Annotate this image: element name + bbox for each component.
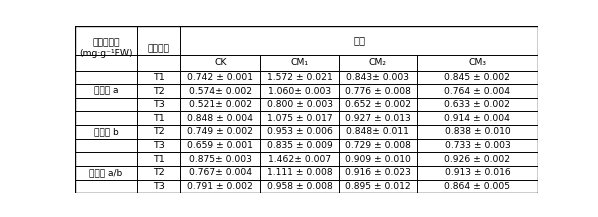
Text: 0.909 ± 0.010: 0.909 ± 0.010 [345,155,411,164]
Text: T2: T2 [153,168,164,177]
Text: 0.574± 0.002: 0.574± 0.002 [189,87,252,95]
Text: 0.927 ± 0.013: 0.927 ± 0.013 [345,114,411,123]
Text: CM₃: CM₃ [468,58,487,67]
Text: T2: T2 [153,87,164,95]
Text: 叶绿素 a/b: 叶绿素 a/b [90,168,123,177]
Text: 0.926 ± 0.002: 0.926 ± 0.002 [444,155,511,164]
Text: 1.075 ± 0.017: 1.075 ± 0.017 [267,114,332,123]
Text: 0.845 ± 0.002: 0.845 ± 0.002 [444,73,511,82]
Text: 0.633 ± 0.002: 0.633 ± 0.002 [444,100,511,109]
Text: 0.733 ± 0.003: 0.733 ± 0.003 [445,141,510,150]
Text: 0.843± 0.003: 0.843± 0.003 [346,73,410,82]
Text: CM₂: CM₂ [369,58,387,67]
Text: CK: CK [214,58,227,67]
Text: T3: T3 [153,100,165,109]
Text: 0.875± 0.003: 0.875± 0.003 [189,155,252,164]
Text: 1.060± 0.003: 1.060± 0.003 [268,87,331,95]
Text: 0.916 ± 0.023: 0.916 ± 0.023 [345,168,411,177]
Text: 0.800 ± 0.003: 0.800 ± 0.003 [267,100,332,109]
Text: 0.958 ± 0.008: 0.958 ± 0.008 [267,182,332,191]
Text: 叶绿素含量
(mg·g⁻¹FW): 叶绿素含量 (mg·g⁻¹FW) [80,38,133,58]
Text: T3: T3 [153,141,165,150]
Text: 0.848 ± 0.004: 0.848 ± 0.004 [187,114,254,123]
Text: 0.914 ± 0.004: 0.914 ± 0.004 [444,114,511,123]
Text: T3: T3 [153,182,165,191]
Text: T1: T1 [153,155,164,164]
Text: 0.767± 0.004: 0.767± 0.004 [189,168,252,177]
Text: 0.764 ± 0.004: 0.764 ± 0.004 [444,87,511,95]
Text: T2: T2 [153,127,164,136]
Text: 1.462± 0.007: 1.462± 0.007 [268,155,331,164]
Text: 0.749 ± 0.002: 0.749 ± 0.002 [187,127,254,136]
Text: 0.895 ± 0.012: 0.895 ± 0.012 [345,182,411,191]
Text: 干旱胁迫: 干旱胁迫 [148,44,170,53]
Text: 0.652 ± 0.002: 0.652 ± 0.002 [345,100,411,109]
Text: 0.835 ± 0.009: 0.835 ± 0.009 [267,141,332,150]
Text: 0.776 ± 0.008: 0.776 ± 0.008 [345,87,411,95]
Text: 0.953 ± 0.006: 0.953 ± 0.006 [267,127,332,136]
Text: 1.572 ± 0.021: 1.572 ± 0.021 [267,73,332,82]
Text: 0.729 ± 0.008: 0.729 ± 0.008 [345,141,411,150]
Text: 0.791 ± 0.002: 0.791 ± 0.002 [187,182,253,191]
Text: 0.521± 0.002: 0.521± 0.002 [189,100,252,109]
Text: 叶绿素 a: 叶绿素 a [94,87,118,95]
Text: 0.913 ± 0.016: 0.913 ± 0.016 [445,168,510,177]
Text: CM₁: CM₁ [291,58,309,67]
Text: 0.848± 0.011: 0.848± 0.011 [346,127,409,136]
Text: T1: T1 [153,73,164,82]
Text: 0.742 ± 0.001: 0.742 ± 0.001 [187,73,254,82]
Text: 0.659 ± 0.001: 0.659 ± 0.001 [187,141,253,150]
Text: 0.864 ± 0.005: 0.864 ± 0.005 [444,182,511,191]
Text: 叶绿素 b: 叶绿素 b [94,127,118,136]
Text: T1: T1 [153,114,164,123]
Text: 1.111 ± 0.008: 1.111 ± 0.008 [267,168,332,177]
Text: 处理: 处理 [353,36,365,46]
Text: 0.838 ± 0.010: 0.838 ± 0.010 [445,127,510,136]
